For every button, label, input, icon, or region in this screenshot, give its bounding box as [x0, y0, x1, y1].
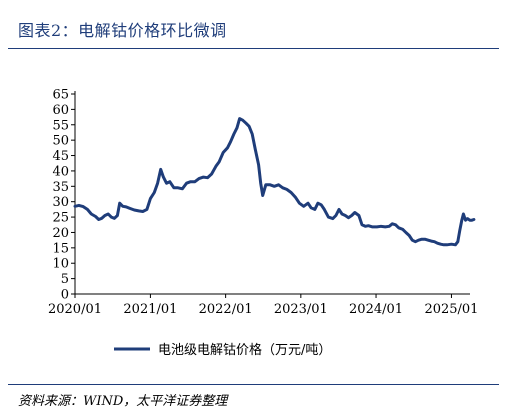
- y-tick-label: 55: [52, 118, 69, 133]
- x-tick-label: 2020/01: [48, 302, 102, 317]
- title-divider: [8, 48, 499, 49]
- y-tick-label: 20: [52, 226, 69, 241]
- x-tick-label: 2023/01: [274, 302, 328, 317]
- y-tick-label: 5: [61, 272, 69, 287]
- y-tick-label: 0: [61, 288, 69, 303]
- legend: 电池级电解钴价格（万元/吨）: [114, 342, 331, 358]
- source-divider: [8, 384, 499, 385]
- y-tick-label: 25: [52, 211, 69, 226]
- x-tick-label: 2022/01: [199, 302, 253, 317]
- y-tick-label: 50: [52, 134, 69, 149]
- x-tick-label: 2025/01: [424, 302, 478, 317]
- x-tick-label: 2024/01: [349, 302, 403, 317]
- y-tick-label: 30: [52, 195, 69, 210]
- y-tick-label: 10: [52, 257, 69, 272]
- x-axis: 2020/01 2021/01 2022/01 2023/01 2024/01 2025/…: [48, 293, 478, 317]
- y-tick-label: 40: [52, 164, 69, 179]
- source-note: 资料来源：WIND，太平洋证券整理: [18, 394, 228, 409]
- y-tick-label: 35: [52, 180, 69, 195]
- figure-title: 图表2：电解钴价格环比微调: [18, 21, 227, 40]
- series-line-0: [73, 117, 476, 247]
- y-tick-label: 45: [52, 149, 69, 164]
- x-tick-label: 2021/01: [123, 302, 177, 317]
- y-tick-label: 60: [52, 103, 69, 118]
- y-tick-label: 65: [52, 88, 69, 103]
- y-tick-label: 15: [52, 241, 69, 256]
- series-layer: [73, 117, 476, 247]
- legend-label: 电池级电解钴价格（万元/吨）: [158, 342, 331, 358]
